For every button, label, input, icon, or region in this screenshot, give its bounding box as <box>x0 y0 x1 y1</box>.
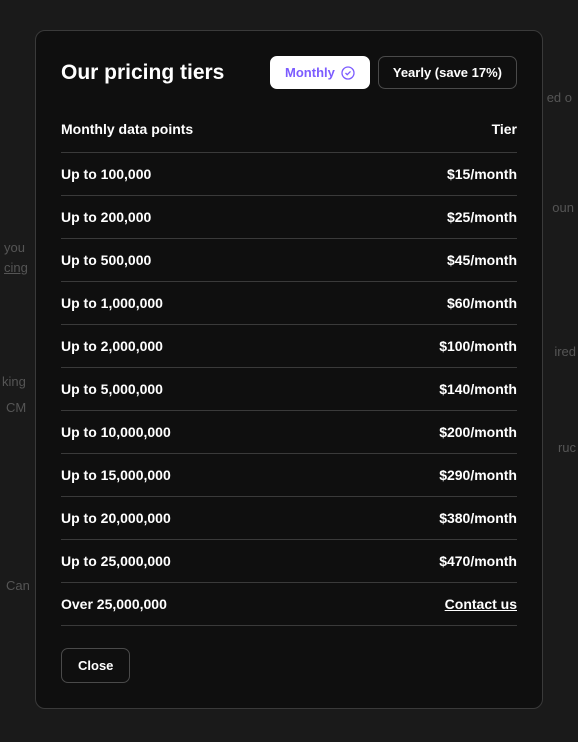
tier-price: $200/month <box>439 424 517 440</box>
tier-row: Up to 25,000,000 $470/month <box>61 540 517 583</box>
tier-range: Up to 200,000 <box>61 209 151 225</box>
tier-range: Up to 10,000,000 <box>61 424 171 440</box>
tier-range: Up to 25,000,000 <box>61 553 171 569</box>
tier-range: Up to 20,000,000 <box>61 510 171 526</box>
tier-row: Up to 2,000,000 $100/month <box>61 325 517 368</box>
close-button[interactable]: Close <box>61 648 130 683</box>
monthly-label: Monthly <box>285 65 335 80</box>
tier-row: Up to 20,000,000 $380/month <box>61 497 517 540</box>
tier-range: Up to 15,000,000 <box>61 467 171 483</box>
tier-row: Up to 10,000,000 $200/month <box>61 411 517 454</box>
yearly-toggle[interactable]: Yearly (save 17%) <box>378 56 517 89</box>
tier-row: Up to 100,000 $15/month <box>61 153 517 196</box>
tier-range: Up to 1,000,000 <box>61 295 163 311</box>
modal-header: Our pricing tiers Monthly Yearly (save 1… <box>61 56 517 89</box>
tiers-list: Up to 100,000 $15/month Up to 200,000 $2… <box>61 153 517 626</box>
tier-range: Up to 2,000,000 <box>61 338 163 354</box>
check-icon <box>341 66 355 80</box>
tier-price: $290/month <box>439 467 517 483</box>
tier-price: $140/month <box>439 381 517 397</box>
tier-row: Over 25,000,000 Contact us <box>61 583 517 626</box>
tier-price: $60/month <box>447 295 517 311</box>
monthly-toggle[interactable]: Monthly <box>270 56 370 89</box>
col-data-points: Monthly data points <box>61 121 193 137</box>
tier-row: Up to 200,000 $25/month <box>61 196 517 239</box>
tier-price: $100/month <box>439 338 517 354</box>
contact-us-link[interactable]: Contact us <box>445 596 517 612</box>
tier-row: Up to 5,000,000 $140/month <box>61 368 517 411</box>
tier-price: $15/month <box>447 166 517 182</box>
tier-range: Up to 500,000 <box>61 252 151 268</box>
tier-price: $380/month <box>439 510 517 526</box>
tier-row: Up to 500,000 $45/month <box>61 239 517 282</box>
tier-price: $470/month <box>439 553 517 569</box>
tier-range: Up to 100,000 <box>61 166 151 182</box>
tier-row: Up to 1,000,000 $60/month <box>61 282 517 325</box>
modal-title: Our pricing tiers <box>61 61 224 85</box>
tier-price: $45/month <box>447 252 517 268</box>
tier-range: Up to 5,000,000 <box>61 381 163 397</box>
yearly-label: Yearly (save 17%) <box>393 65 502 80</box>
billing-toggle: Monthly Yearly (save 17%) <box>270 56 517 89</box>
tier-row: Up to 15,000,000 $290/month <box>61 454 517 497</box>
table-header: Monthly data points Tier <box>61 121 517 153</box>
tier-price: $25/month <box>447 209 517 225</box>
pricing-modal: Our pricing tiers Monthly Yearly (save 1… <box>35 30 543 709</box>
tier-range: Over 25,000,000 <box>61 596 167 612</box>
col-tier: Tier <box>492 121 517 137</box>
